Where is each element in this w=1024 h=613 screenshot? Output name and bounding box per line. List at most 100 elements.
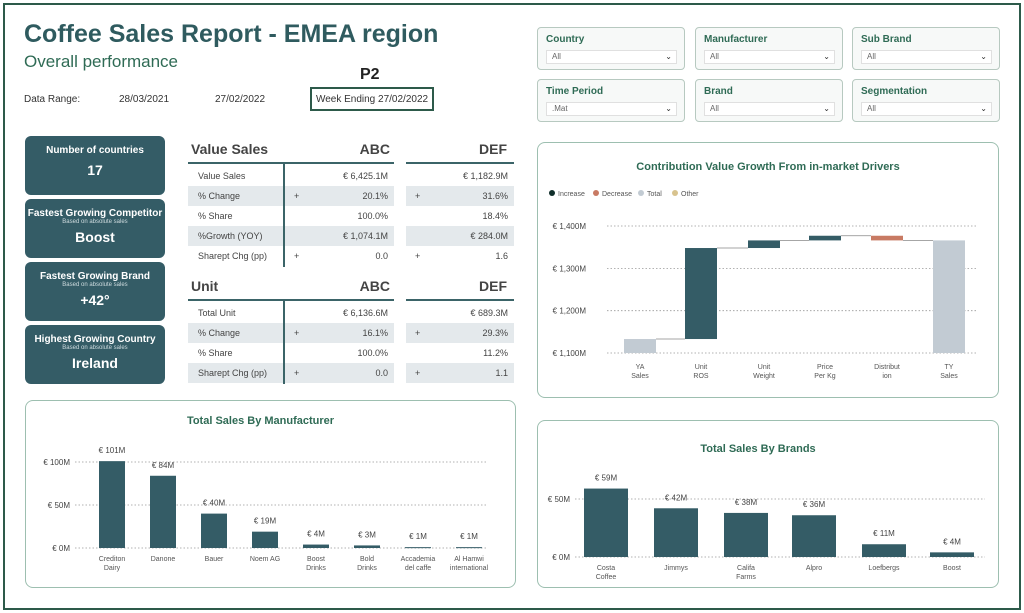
sign: +: [294, 251, 300, 261]
filter-segmentation-select[interactable]: All ⌄: [861, 102, 992, 116]
table-row-label: % Change: [188, 323, 283, 343]
bar: [201, 513, 227, 548]
kpi-title: Fastest Growing Brand: [39, 271, 150, 282]
filter-manufacturer-select[interactable]: All ⌄: [704, 50, 835, 64]
data-label: € 42M: [665, 493, 688, 502]
value: € 6,136.6M: [342, 308, 388, 318]
table-row-label: % Share: [198, 348, 233, 358]
bar: [930, 552, 974, 557]
filter-value: .Mat: [552, 104, 568, 113]
manufacturer-title: Total Sales By Manufacturer: [186, 415, 335, 427]
value_table-col-def: DEF: [479, 141, 507, 157]
y-tick-label: € 50M: [48, 501, 71, 510]
table-cell: € 1,074.1M: [285, 226, 394, 246]
filter-label: Country: [546, 34, 585, 45]
bar: [405, 547, 431, 549]
x-tick-label: Bold Drinks: [357, 556, 377, 572]
table-cell: € 1,182.9M: [406, 166, 514, 186]
chevron-down-icon: ⌄: [823, 52, 830, 61]
unit_table-col-abc: ABC: [359, 278, 390, 294]
filter-manufacturer: Manufacturer All ⌄: [695, 27, 843, 70]
value: 0.0: [375, 251, 388, 261]
legend-label: Other: [681, 191, 699, 198]
legend-label: Total: [647, 191, 662, 198]
table-row-label: Sharept Chg (pp): [198, 251, 268, 261]
filter-time-period-select[interactable]: .Mat ⌄: [546, 102, 677, 116]
filter-label: Time Period: [546, 86, 604, 97]
y-tick-label: € 1,200M: [553, 307, 587, 316]
bar: [99, 461, 125, 548]
x-tick-label: Costa Coffee: [596, 565, 617, 581]
value: 1.6: [495, 251, 508, 261]
divider: [188, 299, 394, 301]
x-tick-label: Price Per Kg: [814, 364, 836, 380]
bar: [456, 547, 482, 549]
unit_table-title: Unit: [191, 278, 219, 294]
table-cell: 18.4%: [406, 206, 514, 226]
kpi-title: Number of countries: [46, 145, 144, 156]
divider: [406, 299, 514, 301]
table-cell: +0.0: [285, 246, 394, 266]
divider: [188, 162, 394, 164]
sign: +: [415, 328, 421, 338]
table-cell: +1.6: [406, 246, 514, 266]
filter-country-select[interactable]: All ⌄: [546, 50, 677, 64]
value: 20.1%: [362, 191, 388, 201]
table-row-label: % Share: [198, 211, 233, 221]
divider: [283, 300, 285, 384]
bar: [654, 508, 698, 557]
table-cell: 11.2%: [406, 343, 514, 363]
value: 0.0: [375, 368, 388, 378]
filter-brand-select[interactable]: All ⌄: [704, 102, 835, 116]
bar: [724, 512, 768, 557]
kpi-card: Highest Growing Country Based on absolut…: [25, 325, 165, 384]
x-tick-label: Unit ROS: [693, 364, 709, 380]
filter-segmentation: Segmentation All ⌄: [852, 79, 1000, 122]
sign: +: [294, 328, 300, 338]
value: 29.3%: [482, 328, 508, 338]
chevron-down-icon: ⌄: [980, 52, 987, 61]
value: € 689.3M: [470, 308, 508, 318]
x-tick-label: Boost Drinks: [306, 556, 326, 572]
table-cell: € 6,136.6M: [285, 303, 394, 323]
kpi-title: Highest Growing Country: [34, 334, 156, 345]
filter-sub-brand-select[interactable]: All ⌄: [861, 50, 992, 64]
data-label: € 59M: [595, 474, 618, 483]
kpi-subtitle: Based on absolute sales: [62, 219, 128, 225]
y-tick-label: € 100M: [43, 458, 70, 467]
unit_table-col-def: DEF: [479, 278, 507, 294]
value: 18.4%: [482, 211, 508, 221]
kpi-subtitle: Based on absolute sales: [62, 282, 128, 288]
data-label: € 4M: [943, 537, 961, 546]
kpi-card: Number of countries 17: [25, 136, 165, 195]
page-frame: [3, 3, 1021, 610]
filter-value: All: [710, 104, 719, 113]
bar: [150, 475, 176, 548]
x-tick-label: Al Hamwi international: [450, 556, 489, 572]
value: € 6,425.1M: [342, 171, 388, 181]
chevron-down-icon: ⌄: [823, 104, 830, 113]
sign: +: [415, 251, 421, 261]
table-cell: +16.1%: [285, 323, 394, 343]
x-tick-label: Boost: [943, 565, 961, 572]
period-label: P2: [360, 66, 380, 83]
y-tick-label: € 1,300M: [553, 264, 587, 273]
data-label: € 40M: [203, 499, 226, 508]
brands-title: Total Sales By Brands: [700, 443, 816, 455]
filter-label: Brand: [704, 86, 733, 97]
chevron-down-icon: ⌄: [665, 52, 672, 61]
page-title: Coffee Sales Report - EMEA region: [24, 20, 439, 48]
data-label: € 1M: [460, 532, 478, 541]
waterfall-bar: [933, 240, 965, 353]
sign: +: [294, 368, 300, 378]
page-subtitle: Overall performance: [24, 52, 179, 71]
divider: [406, 162, 514, 164]
table-cell: +1.1: [406, 363, 514, 383]
x-tick-label: Distribut ion: [874, 364, 900, 380]
legend-label: Decrease: [602, 191, 632, 198]
table-cell: +29.3%: [406, 323, 514, 343]
kpi-value: Ireland: [72, 355, 118, 371]
waterfall-bar: [871, 235, 903, 241]
filter-label: Segmentation: [861, 86, 928, 97]
data-label: € 19M: [254, 517, 277, 526]
